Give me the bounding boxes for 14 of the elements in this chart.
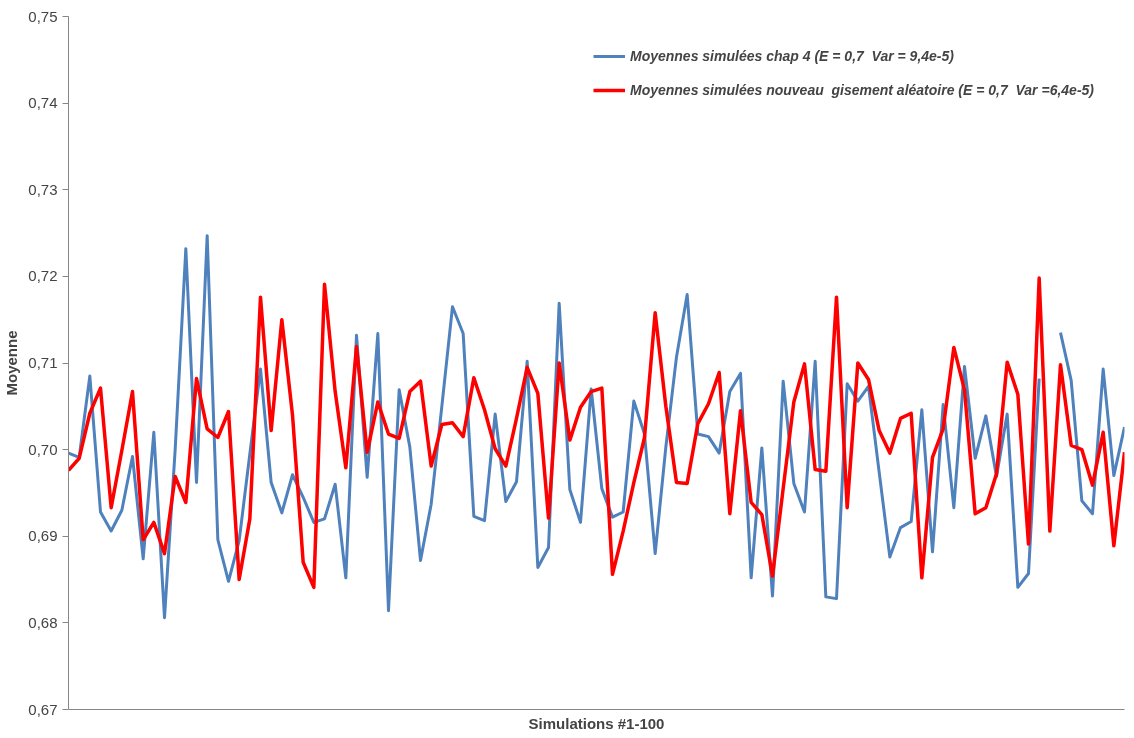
y-axis-title: Moyenne [3,330,21,396]
y-tick-label: 0,69 [28,527,58,545]
line-series [68,276,1125,590]
y-tick-label: 0,67 [28,700,58,718]
x-axis-title: Simulations #1-100 [528,714,665,732]
y-tick-label: 0,74 [28,94,58,112]
y-tick-label: 0,73 [28,180,58,198]
legend-label: Moyennes simulées chap 4 (E = 0,7 Var = 9,4e-5) [629,48,954,64]
y-tick-label: 0,70 [28,440,58,458]
y-tick-label: 0,68 [28,613,58,631]
legend-label: Moyennes simulées nouveau gisement aléatoire (E = 0,7 Var =6,4e-5) [629,82,1094,98]
y-tick-label: 0,71 [28,354,58,371]
y-tick-label: 0,72 [28,267,58,285]
y-tick-label: 0,75 [28,7,58,25]
